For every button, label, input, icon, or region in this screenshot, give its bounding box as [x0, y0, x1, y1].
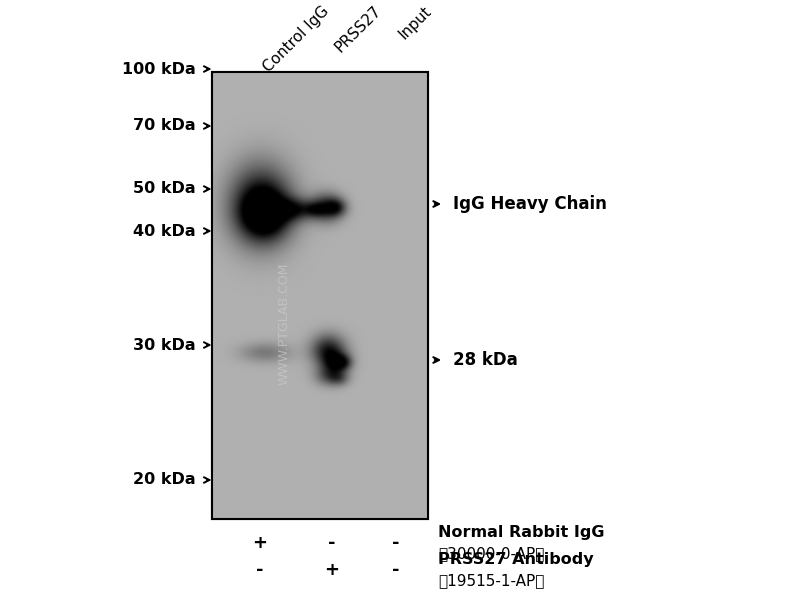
Text: +: + [325, 561, 339, 579]
Text: Input: Input [396, 3, 434, 41]
Text: -: - [328, 534, 336, 552]
Text: 30 kDa: 30 kDa [134, 337, 196, 352]
Text: 50 kDa: 50 kDa [134, 181, 196, 196]
Text: （19515-1-AP）: （19515-1-AP） [438, 573, 545, 588]
Text: PRSS27 Antibody: PRSS27 Antibody [438, 552, 594, 566]
Text: WWW.PTGLAB.COM: WWW.PTGLAB.COM [278, 263, 290, 385]
Text: 40 kDa: 40 kDa [134, 223, 196, 238]
Text: 28 kDa: 28 kDa [453, 351, 518, 369]
Text: -: - [256, 561, 264, 579]
Text: 100 kDa: 100 kDa [122, 61, 196, 76]
Text: -: - [392, 534, 400, 552]
Text: 70 kDa: 70 kDa [134, 118, 196, 133]
Text: （30000-0-AP）: （30000-0-AP） [438, 547, 545, 562]
Text: -: - [392, 561, 400, 579]
Text: 20 kDa: 20 kDa [134, 473, 196, 487]
Bar [212, 72, 428, 519]
Text: Normal Rabbit IgG: Normal Rabbit IgG [438, 524, 605, 540]
Text: IgG Heavy Chain: IgG Heavy Chain [453, 195, 606, 213]
Bar [212, 72, 428, 519]
Text: +: + [253, 534, 267, 552]
Text: Control IgG: Control IgG [260, 3, 331, 74]
Text: PRSS27: PRSS27 [332, 3, 384, 55]
